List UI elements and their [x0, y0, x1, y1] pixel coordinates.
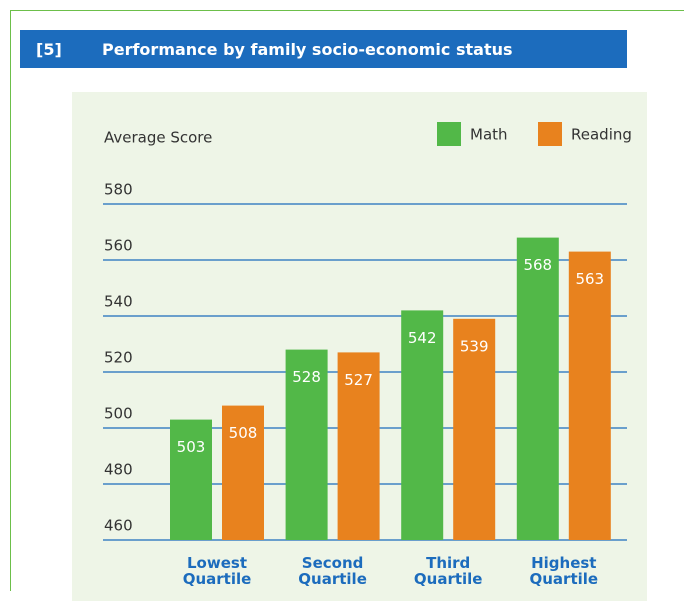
bar [516, 237, 559, 540]
bar [170, 419, 212, 540]
legend-label: Math [470, 126, 508, 144]
y-tick-label: 580 [104, 181, 133, 199]
legend-swatch [538, 122, 562, 146]
y-tick-label: 460 [104, 517, 133, 535]
header-title: Performance by family socio-economic sta… [102, 40, 513, 59]
value-label: 508 [229, 424, 258, 442]
y-axis-label: Average Score [104, 129, 212, 147]
y-tick-label: 540 [104, 293, 133, 311]
bar [568, 251, 611, 540]
bar [453, 318, 496, 540]
value-label: 527 [344, 371, 373, 389]
y-tick-label: 480 [104, 461, 133, 479]
header: [5] Performance by family socio-economic… [20, 30, 627, 68]
value-label: 503 [177, 438, 206, 456]
bar [285, 349, 328, 540]
value-label: 528 [292, 368, 321, 386]
bar [401, 310, 444, 540]
value-label: 539 [460, 337, 489, 355]
y-tick-label: 520 [104, 349, 133, 367]
bar [222, 405, 264, 540]
x-tick-label: Lowest Quartile [182, 554, 252, 588]
legend-swatch [437, 122, 461, 146]
x-tick-label: Third Quartile [413, 554, 483, 588]
x-tick-label: Second Quartile [298, 554, 367, 588]
y-tick-label: 500 [104, 405, 133, 423]
value-label: 563 [575, 270, 604, 288]
legend-label: Reading [571, 126, 632, 144]
value-label: 568 [523, 256, 552, 274]
bar [337, 352, 380, 540]
header-number: [5] [36, 40, 62, 59]
x-tick-label: Highest Quartile [529, 554, 599, 588]
value-label: 542 [408, 329, 437, 347]
frame [10, 10, 684, 591]
y-tick-label: 560 [104, 237, 133, 255]
